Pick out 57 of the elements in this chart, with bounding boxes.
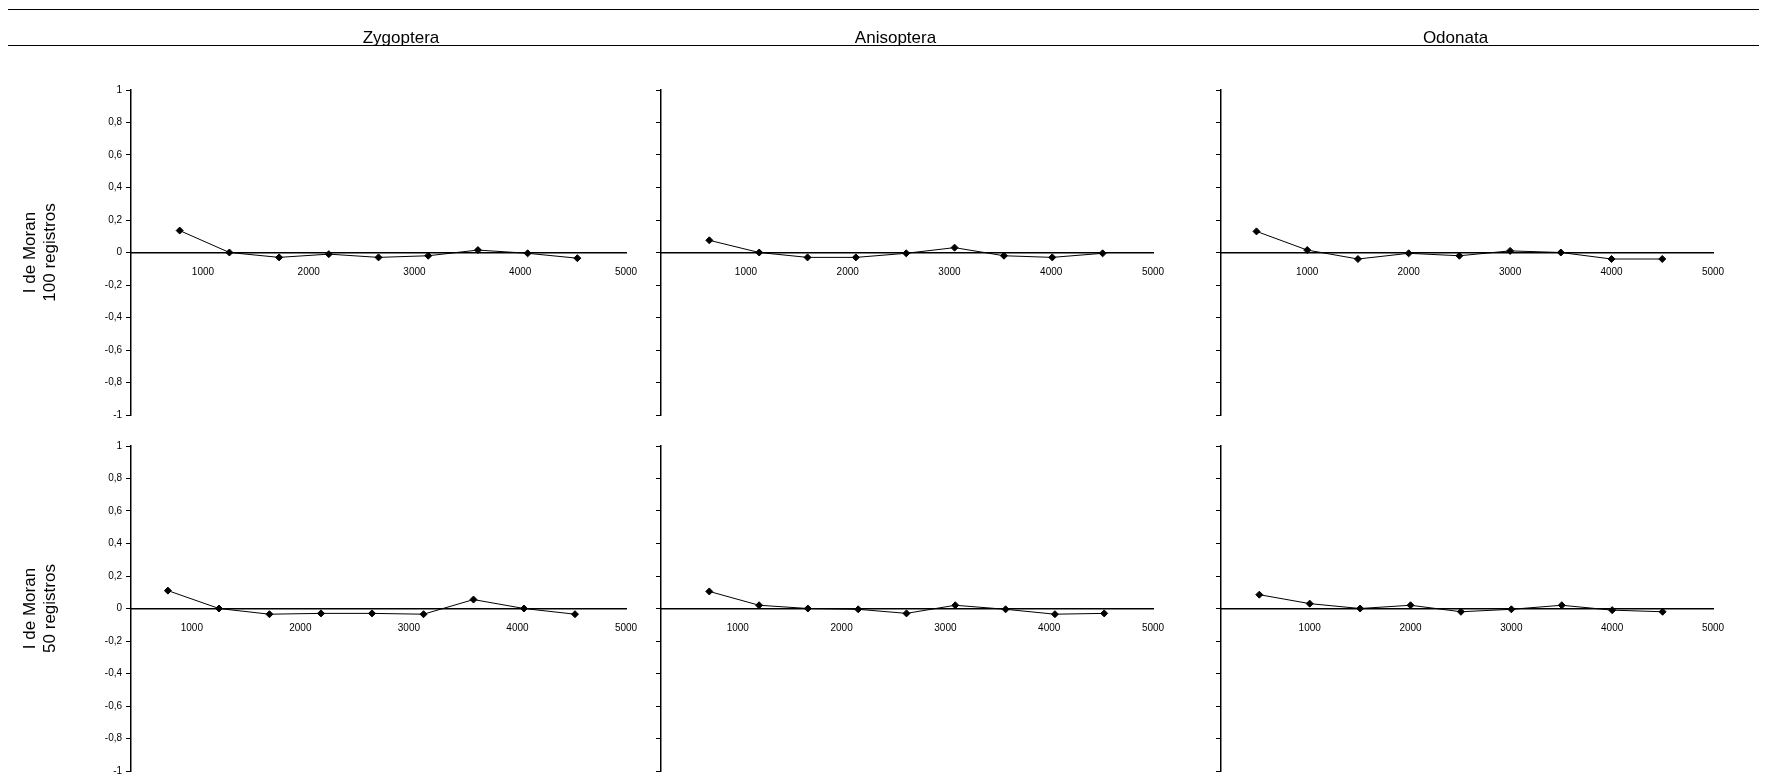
chart-title: Zygoptera (361, 28, 441, 48)
x-tick-label: 2000 (836, 266, 860, 278)
y-tick-label: 1 (116, 439, 123, 451)
x-tick-label: 2000 (289, 622, 312, 634)
y-tick-label: 0,8 (108, 472, 123, 484)
y-tick-label: -0,8 (104, 376, 123, 388)
x-tick-label: 5000 (1141, 622, 1165, 634)
x-tick-label: 3000 (403, 266, 427, 278)
chart-title: Odonata (1421, 28, 1490, 48)
x-tick-label: 3000 (934, 622, 957, 634)
y-tick-label: -1 (113, 764, 123, 776)
x-tick-label: 5000 (1141, 266, 1165, 278)
y-tick-label: 0,2 (108, 569, 123, 581)
x-tick-label: 1000 (180, 622, 204, 634)
x-tick-label: 3000 (1498, 266, 1522, 278)
y-tick-label: -1 (113, 408, 123, 420)
x-tick-label: 1000 (191, 266, 215, 278)
y-tick-label: -0,2 (104, 634, 123, 646)
y-tick-label: 0,4 (108, 537, 123, 549)
x-tick-label: 1000 (734, 266, 758, 278)
x-tick-label: 4000 (1600, 266, 1624, 278)
y-tick-label: -0,6 (104, 343, 123, 355)
y-tick-label: -0,2 (104, 278, 123, 290)
x-tick-label: 2000 (1399, 622, 1423, 634)
x-tick-label: 3000 (397, 622, 421, 634)
x-tick-label: 1000 (726, 622, 750, 634)
y-axis-title: I de Moran 50 registros (19, 564, 60, 653)
x-tick-label: 5000 (614, 622, 638, 634)
x-tick-label: 4000 (506, 622, 530, 634)
x-tick-label: 5000 (1701, 622, 1725, 634)
x-tick-label: 4000 (1040, 266, 1063, 278)
x-tick-label: 1000 (1298, 622, 1322, 634)
y-tick-label: 0,8 (108, 116, 123, 128)
y-tick-label: 0,4 (108, 181, 123, 193)
y-tick-label: 0,6 (108, 504, 123, 516)
x-tick-label: 5000 (1701, 266, 1725, 278)
chart-title: Anisoptera (853, 28, 938, 48)
x-tick-label: 3000 (1500, 622, 1523, 634)
x-tick-label: 1000 (1296, 266, 1319, 278)
y-tick-label: -0,4 (104, 311, 123, 323)
y-tick-label: -0,8 (104, 732, 123, 744)
x-tick-label: 2000 (830, 622, 854, 634)
x-tick-label: 4000 (1601, 622, 1624, 634)
x-tick-label: 4000 (509, 266, 532, 278)
y-tick-label: 0,6 (108, 148, 123, 160)
x-tick-label: 2000 (1397, 266, 1421, 278)
y-tick-label: -0,4 (104, 667, 123, 679)
y-tick-label: 1 (116, 83, 123, 95)
x-tick-label: 3000 (938, 266, 962, 278)
y-tick-label: 0 (116, 602, 123, 614)
y-axis-title: I de Moran 100 registros (19, 203, 60, 302)
x-tick-label: 2000 (297, 266, 321, 278)
x-tick-label: 4000 (1038, 622, 1061, 634)
y-tick-label: 0,2 (108, 213, 123, 225)
y-tick-label: 0 (116, 246, 123, 258)
y-tick-label: -0,6 (104, 699, 123, 711)
x-tick-label: 5000 (614, 266, 638, 278)
